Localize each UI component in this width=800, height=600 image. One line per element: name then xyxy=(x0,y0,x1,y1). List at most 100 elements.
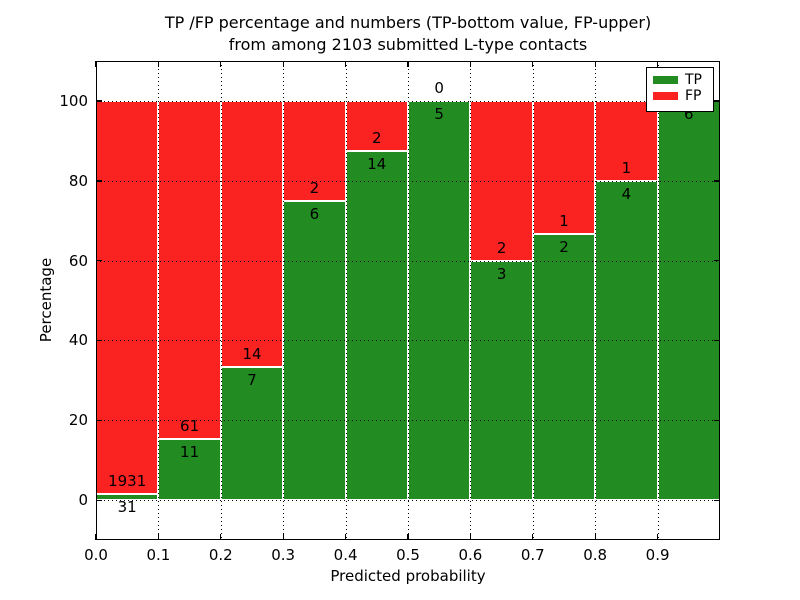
tp-count-label: 5 xyxy=(434,104,444,123)
x-tick-mark xyxy=(157,534,160,540)
tp-count-label: 2 xyxy=(559,237,569,256)
bar-tp-segment xyxy=(657,100,720,501)
x-tick-mark xyxy=(407,61,409,67)
x-tick-label: 0.4 xyxy=(333,546,358,564)
x-tick-mark xyxy=(220,61,222,67)
bar-fp-segment xyxy=(220,100,284,368)
y-tick-mark xyxy=(96,499,102,501)
bar-fp-segment xyxy=(96,100,159,494)
fp-swatch-icon xyxy=(653,92,678,100)
x-tick-label: 0.5 xyxy=(396,546,420,564)
y-tick-mark xyxy=(714,100,720,102)
v-gridline xyxy=(470,61,472,540)
fp-count-label: 2 xyxy=(309,178,320,197)
legend-entry-fp: FP xyxy=(653,88,713,104)
bar-tp-segment xyxy=(345,150,408,501)
bar-fp-segment xyxy=(158,100,221,440)
x-tick-label: 0.2 xyxy=(208,546,233,564)
x-tick-label: 0.8 xyxy=(583,546,608,564)
y-tick-label: 100 xyxy=(59,91,88,110)
x-tick-mark xyxy=(282,534,284,540)
x-tick-mark xyxy=(656,534,659,540)
v-gridline xyxy=(595,61,597,540)
bar-tp-segment xyxy=(532,233,596,501)
v-gridline xyxy=(158,61,160,540)
v-gridline xyxy=(283,61,285,540)
v-gridline xyxy=(657,61,659,540)
x-tick-mark xyxy=(656,61,659,67)
x-tick-mark xyxy=(95,61,97,67)
v-gridline xyxy=(408,61,409,540)
tp-count-label: 4 xyxy=(621,184,632,203)
fp-count-label: 2 xyxy=(372,128,382,147)
chart-title-line1: TP /FP percentage and numbers (TP-bottom… xyxy=(164,13,652,32)
y-tick-label: 60 xyxy=(68,251,88,270)
bar-tp-segment xyxy=(408,100,471,501)
y-tick-mark xyxy=(714,499,720,501)
x-tick-mark xyxy=(469,534,472,540)
tp-count-label: 31 xyxy=(117,497,137,516)
y-tick-mark xyxy=(714,339,720,342)
x-tick-mark xyxy=(220,534,222,540)
y-tick-mark xyxy=(714,180,720,182)
x-tick-mark xyxy=(344,61,347,67)
fp-count-label: 0 xyxy=(434,78,444,97)
x-tick-label: 0.9 xyxy=(645,546,670,564)
y-tick-mark xyxy=(96,180,102,182)
y-tick-mark xyxy=(96,339,102,342)
bar-tp-segment xyxy=(283,200,346,501)
tp-count-label: 7 xyxy=(247,371,257,390)
legend-label-tp: TP xyxy=(685,72,702,88)
y-tick-mark xyxy=(96,260,102,262)
fp-count-label: 2 xyxy=(496,238,507,257)
fp-count-label: 1 xyxy=(559,211,569,230)
x-tick-mark xyxy=(532,534,534,540)
y-tick-mark xyxy=(714,419,720,422)
y-tick-label: 20 xyxy=(68,411,88,430)
bar-tp-segment xyxy=(470,260,533,501)
bar-fp-segment xyxy=(595,100,658,181)
x-tick-label: 0.3 xyxy=(271,546,296,564)
tp-count-label: 11 xyxy=(180,443,200,462)
fp-count-label: 61 xyxy=(180,417,200,436)
x-tick-mark xyxy=(95,534,97,540)
bar-fp-segment xyxy=(283,100,346,201)
y-tick-mark xyxy=(96,419,102,422)
tp-swatch-icon xyxy=(653,76,678,84)
x-tick-mark xyxy=(407,534,409,540)
legend: TP FP xyxy=(646,67,714,112)
fp-count-label: 14 xyxy=(242,345,262,364)
bar-tp-segment xyxy=(158,439,221,501)
y-tick-label: 80 xyxy=(68,171,88,190)
x-tick-label: 0.6 xyxy=(458,546,483,564)
fp-count-label: 1 xyxy=(621,158,632,177)
tp-count-label: 14 xyxy=(367,154,387,173)
x-tick-label: 0.0 xyxy=(84,546,108,564)
y-tick-mark xyxy=(714,260,720,262)
y-tick-mark xyxy=(96,100,102,102)
x-tick-mark xyxy=(594,534,596,540)
x-axis-title: Predicted probability xyxy=(330,567,486,585)
x-tick-mark xyxy=(344,534,347,540)
x-tick-mark xyxy=(594,61,596,67)
legend-label-fp: FP xyxy=(685,88,702,104)
legend-entry-tp: TP xyxy=(653,72,713,88)
x-tick-mark xyxy=(469,61,472,67)
y-tick-label: 40 xyxy=(68,331,88,350)
tp-count-label: 6 xyxy=(684,104,694,123)
v-gridline xyxy=(532,61,534,540)
tp-count-label: 6 xyxy=(309,204,320,223)
bar-fp-segment xyxy=(470,100,533,261)
v-gridline xyxy=(345,61,347,540)
x-tick-mark xyxy=(282,61,284,67)
y-tick-label: 0 xyxy=(78,491,88,510)
chart-title-line2: from among 2103 submitted L-type contact… xyxy=(228,35,588,54)
bar-fp-segment xyxy=(345,100,408,151)
x-tick-mark xyxy=(532,61,534,67)
x-tick-mark xyxy=(157,61,160,67)
fp-count-label: 1931 xyxy=(108,471,147,490)
x-tick-label: 0.7 xyxy=(520,546,545,564)
